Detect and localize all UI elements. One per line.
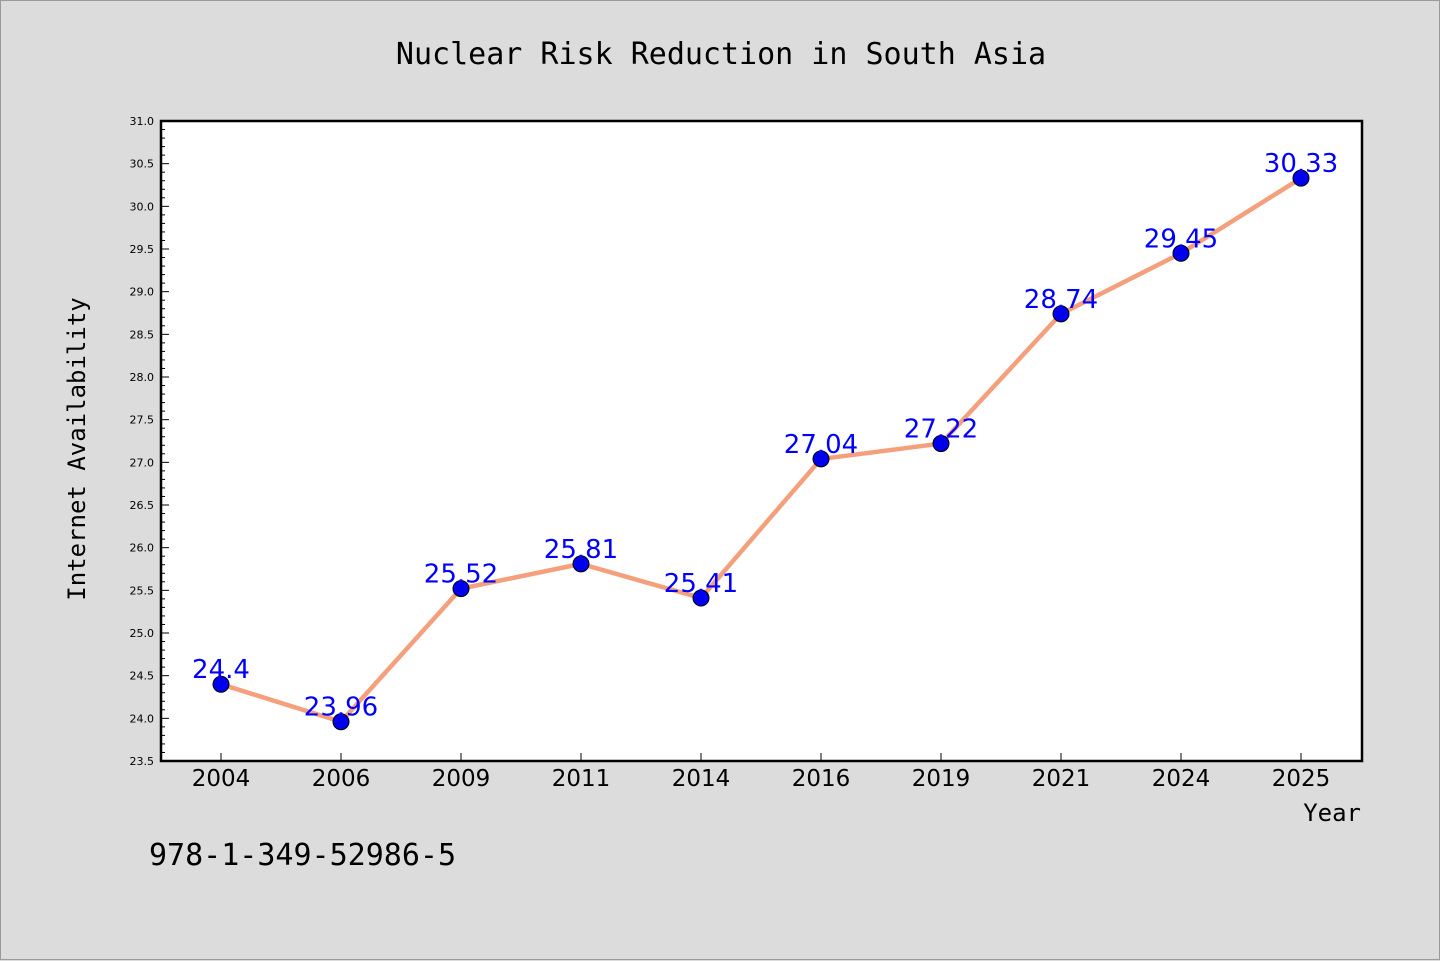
y-tick-label: 26.0 — [130, 542, 155, 555]
y-tick-label: 28.0 — [130, 371, 155, 384]
data-label-group: 24.4 23.96 25.52 25.81 25.41 27.04 27.22 28.74 2… — [192, 149, 1338, 723]
x-tick-label: 2021 — [1032, 766, 1091, 792]
data-point — [932, 435, 950, 453]
y-axis-label: Internet Availability — [63, 297, 91, 600]
data-point — [1172, 244, 1190, 262]
data-label: 25.52 — [424, 560, 498, 590]
y-tick-label: 31.0 — [130, 115, 155, 128]
series-line-group — [218, 175, 1304, 724]
y-tick-label: 27.5 — [130, 414, 155, 427]
data-label: 24.4 — [192, 655, 250, 685]
data-label: 29.45 — [1144, 224, 1218, 254]
footnote-isbn: 978-1-349-52986-5 — [149, 838, 456, 873]
x-axis: 2004 2006 2009 2011 2014 2016 2019 2021 2024 2025 — [192, 753, 1331, 792]
data-point — [1292, 169, 1310, 187]
y-tick-label: 27.0 — [130, 456, 155, 469]
x-tick-label: 2014 — [672, 766, 731, 792]
x-axis-label: Year — [1303, 799, 1361, 827]
chart-title: Nuclear Risk Reduction in South Asia — [396, 37, 1046, 72]
data-label: 25.81 — [544, 535, 618, 565]
data-point — [812, 450, 830, 468]
y-tick-label: 30.0 — [130, 200, 155, 213]
y-tick-label: 24.5 — [130, 670, 155, 683]
series-marker-group — [212, 169, 1310, 731]
y-tick-label: 28.5 — [130, 328, 155, 341]
x-tick-label: 2006 — [312, 766, 371, 792]
data-label: 27.04 — [784, 430, 858, 460]
x-tick-label: 2004 — [192, 766, 251, 792]
y-tick-label: 24.0 — [130, 712, 155, 725]
y-tick-label: 25.0 — [130, 627, 155, 640]
y-tick-label: 25.5 — [130, 584, 155, 597]
data-point — [332, 713, 350, 731]
y-axis: 23.5 24.0 24.5 25.0 25.5 26.0 26.5 27.0 27.5 28.0… — [130, 115, 169, 768]
y-tick-label: 29.0 — [130, 286, 155, 299]
data-point — [692, 589, 710, 607]
data-label: 25.41 — [664, 569, 738, 599]
x-tick-label: 2011 — [552, 766, 611, 792]
data-point — [212, 675, 230, 693]
data-point — [1052, 305, 1070, 323]
data-label: 27.22 — [904, 415, 978, 445]
x-tick-label: 2024 — [1152, 766, 1211, 792]
plot-area — [159, 119, 1364, 763]
x-tick-label: 2025 — [1272, 766, 1331, 792]
data-point — [452, 580, 470, 598]
data-label: 28.74 — [1024, 285, 1098, 315]
data-label: 23.96 — [304, 693, 378, 723]
x-tick-label: 2009 — [432, 766, 491, 792]
data-label: 30.33 — [1264, 149, 1338, 179]
series-line — [218, 175, 1304, 724]
x-tick-label: 2019 — [912, 766, 971, 792]
y-tick-label: 29.5 — [130, 243, 155, 256]
x-tick-label: 2016 — [792, 766, 851, 792]
y-tick-label: 26.5 — [130, 499, 155, 512]
y-tick-label: 23.5 — [130, 755, 155, 768]
y-tick-label: 30.5 — [130, 158, 155, 171]
data-point — [572, 555, 590, 573]
